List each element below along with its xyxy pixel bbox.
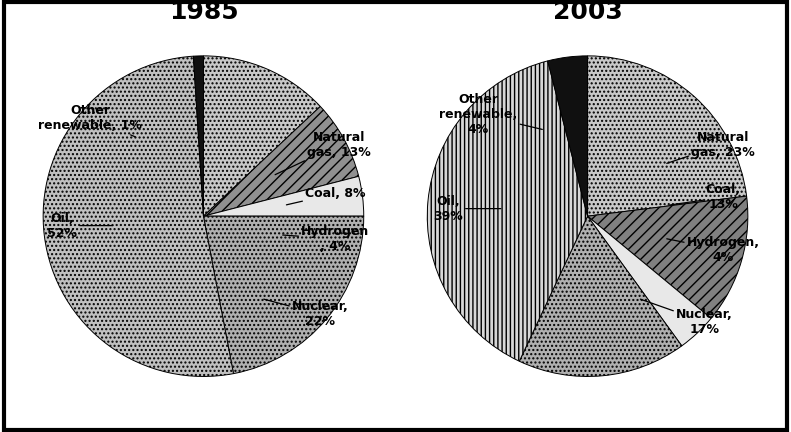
Text: Coal, 8%: Coal, 8% [286,187,365,205]
Wedge shape [203,106,358,216]
Wedge shape [588,56,747,216]
Text: Other
renewable,
4%: Other renewable, 4% [439,93,543,136]
Wedge shape [427,61,588,361]
Text: Oil,
52%: Oil, 52% [47,212,113,240]
Wedge shape [588,196,747,318]
Wedge shape [520,216,682,376]
Wedge shape [193,56,203,216]
Text: Coal,
13%: Coal, 13% [671,183,741,211]
Text: Oil,
39%: Oil, 39% [433,195,501,222]
Wedge shape [588,216,711,346]
Title: 2003: 2003 [553,0,623,24]
Text: Nuclear,
17%: Nuclear, 17% [641,299,732,336]
Text: Other
renewable, 1%: Other renewable, 1% [38,104,142,137]
Wedge shape [203,176,364,216]
Text: Natural
gas, 23%: Natural gas, 23% [667,130,755,163]
Text: Nuclear,
22%: Nuclear, 22% [263,299,349,328]
Wedge shape [547,56,588,216]
Wedge shape [203,56,320,216]
Title: 1985: 1985 [168,0,238,24]
Wedge shape [203,216,364,374]
Text: Hydrogen,
4%: Hydrogen, 4% [667,236,760,264]
Wedge shape [44,56,233,376]
Text: Natural
gas, 13%: Natural gas, 13% [275,130,371,175]
Text: Hydrogen
, 4%: Hydrogen , 4% [282,225,369,253]
